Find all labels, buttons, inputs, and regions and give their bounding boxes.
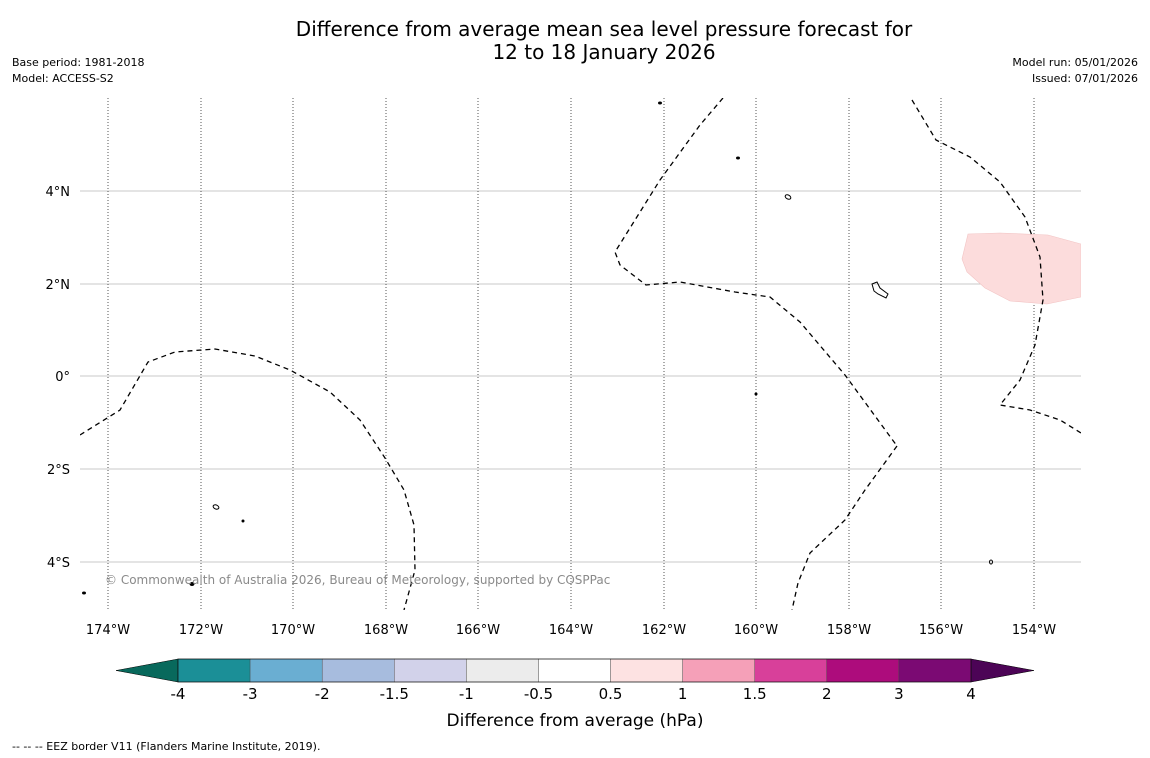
colorbar-tick-label: 1.5 (743, 685, 767, 703)
chart-title: Difference from average mean sea level p… (0, 18, 1150, 64)
colorbar-title: Difference from average (hPa) (447, 711, 704, 731)
lat-label: 0° (55, 370, 70, 385)
meta-left: Base period: 1981-2018 Model: ACCESS-S2 (12, 55, 144, 87)
island (658, 101, 662, 105)
colorbar-frame (177, 658, 972, 683)
colorbar-tick-label: 2 (822, 685, 832, 703)
lat-label: 4°S (47, 556, 70, 571)
island (189, 582, 195, 586)
colorbar-tick-label: -1 (459, 685, 474, 703)
title-line-1: Difference from average mean sea level p… (295, 17, 913, 41)
lat-label: 4°N (46, 185, 71, 200)
meta-right: Model run: 05/01/2026 Issued: 07/01/2026 (1012, 55, 1138, 87)
colorbar-segment (898, 658, 972, 683)
colorbar-tick-label: 0.5 (599, 685, 623, 703)
colorbar-tick-label: 1 (678, 685, 688, 703)
lon-label: 172°W (179, 623, 223, 638)
colorbar-segment (394, 658, 467, 683)
colorbar-under-arrow (115, 658, 179, 683)
colorbar-segment (826, 658, 900, 683)
lon-label: 170°W (271, 623, 315, 638)
island (241, 519, 245, 523)
colorbar-segment (466, 658, 539, 683)
eez-borders (80, 98, 1081, 610)
longitude-gridlines (107, 98, 1035, 610)
island (871, 281, 889, 299)
colorbar-tick-label: -0.5 (524, 685, 553, 703)
island (212, 504, 220, 510)
lon-label: 162°W (642, 623, 686, 638)
colorbar-tick-label: -4 (171, 685, 186, 703)
latitude-gridlines (80, 190, 1081, 563)
colorbar-segment (538, 658, 611, 683)
colorbar-segment (610, 658, 683, 683)
eez-border-west (80, 348, 416, 610)
colorbar-segment (321, 658, 395, 683)
island (82, 591, 86, 595)
latitude-labels: 4°N 2°N 0° 2°S 4°S (46, 185, 71, 571)
lon-label: 174°W (86, 623, 130, 638)
lon-label: 158°W (827, 623, 871, 638)
colorbar-tick-label: -3 (243, 685, 258, 703)
eez-border-central-south (791, 445, 898, 610)
lon-label: 168°W (364, 623, 408, 638)
colorbar: -4 -3 -2 -1.5 -1 -0.5 0.5 1 1.5 2 3 4 Difference fr… (115, 658, 1035, 731)
lon-label: 156°W (919, 623, 963, 638)
colorbar-segment (754, 658, 828, 683)
copyright-notice: © Commonwealth of Australia 2026, Bureau… (105, 573, 610, 587)
islands (82, 101, 993, 595)
island (754, 392, 758, 396)
island (736, 156, 740, 160)
colorbar-tick-label: 4 (966, 685, 976, 703)
base-period: Base period: 1981-2018 (12, 56, 145, 69)
eez-border-east (911, 99, 1081, 434)
pressure-anomaly-area (961, 232, 1081, 305)
model-run: Model run: 05/01/2026 (1012, 56, 1138, 69)
longitude-labels: 174°W 172°W 170°W 168°W 166°W 164°W 162°… (86, 623, 1056, 638)
lon-label: 166°W (456, 623, 500, 638)
model-name: Model: ACCESS-S2 (12, 72, 114, 85)
eez-border-central-north (614, 98, 898, 447)
title-line-2: 12 to 18 January 2026 (492, 40, 716, 64)
lon-label: 160°W (734, 623, 778, 638)
colorbar-segment (682, 658, 755, 683)
lat-label: 2°N (46, 278, 71, 293)
island (784, 194, 792, 200)
colorbar-tick-label: -2 (315, 685, 330, 703)
eez-footnote: -- -- -- EEZ border V11 (Flanders Marine… (12, 740, 321, 753)
issued-date: Issued: 07/01/2026 (1031, 72, 1138, 85)
colorbar-over-arrow (970, 658, 1035, 683)
island (989, 559, 993, 565)
colorbar-segment (177, 658, 251, 683)
colorbar-tick-label: 3 (894, 685, 904, 703)
lon-label: 154°W (1012, 623, 1056, 638)
colorbar-tick-label: -1.5 (380, 685, 409, 703)
colorbar-segment (249, 658, 323, 683)
lon-label: 164°W (549, 623, 593, 638)
lat-label: 2°S (47, 463, 70, 478)
